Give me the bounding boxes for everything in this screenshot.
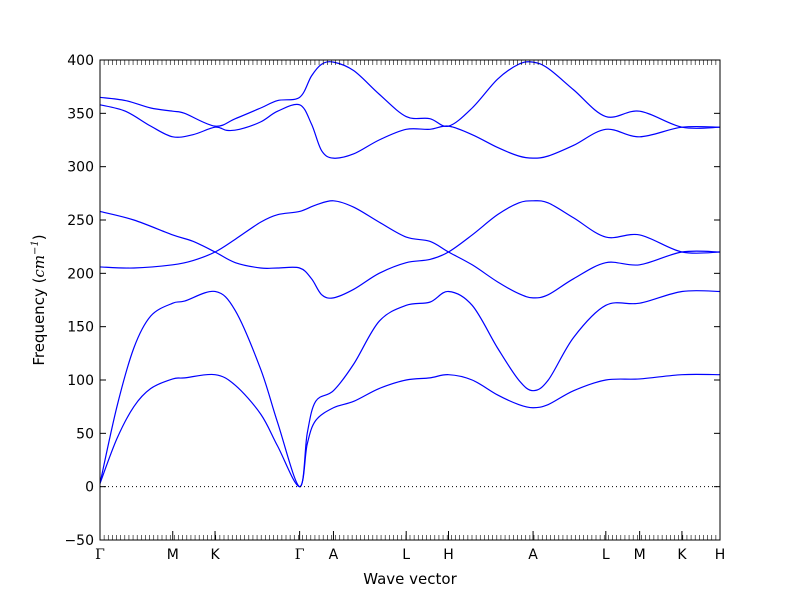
y-tick-label: 400 [67,53,94,69]
x-tick-label: Γ [95,547,105,563]
series-line-5 [99,103,721,159]
y-axis-title: Frequency (cm−1) [30,234,48,365]
series-lines [99,61,721,488]
y-tick-label: −50 [64,533,94,549]
series-line-3 [99,200,721,299]
x-tick-label: A [329,547,339,563]
series-line-1 [99,373,721,488]
y-tick-label: 50 [76,426,94,442]
y-axis-title-unit: cm [30,255,48,278]
x-tick-label: H [443,547,454,563]
y-axis-title-close: ) [30,234,48,240]
y-tick-label: 0 [85,480,94,496]
y-axis-title-text: Frequency ( [30,278,48,366]
x-axis-title: Wave vector [363,570,457,588]
series-line-2 [99,290,721,488]
x-tick-label: M [634,547,646,563]
x-tick-label: Γ [295,547,305,563]
x-tick-label: L [402,547,410,563]
series-line-6 [99,61,721,129]
x-tick-label: M [167,547,179,563]
x-tick-label: K [677,547,687,563]
y-tick-label: 100 [67,373,94,389]
x-tick-label: A [528,547,538,563]
minor-ticks [99,60,721,540]
y-tick-label: 250 [67,213,94,229]
y-tick-label: 300 [67,160,94,176]
x-tick-label: H [715,547,726,563]
y-tick-label: 200 [67,266,94,282]
y-axis-title-exponent: −1 [30,240,41,255]
x-tick-label: K [210,547,220,563]
y-ticks: −50 0 50 100 150 200 250 300 350 400 [64,53,720,549]
plot-frame [99,59,721,541]
y-tick-label: 150 [67,320,94,336]
series-line-4 [99,200,721,299]
y-tick-label: 350 [67,106,94,122]
x-tick-label: L [602,547,610,563]
